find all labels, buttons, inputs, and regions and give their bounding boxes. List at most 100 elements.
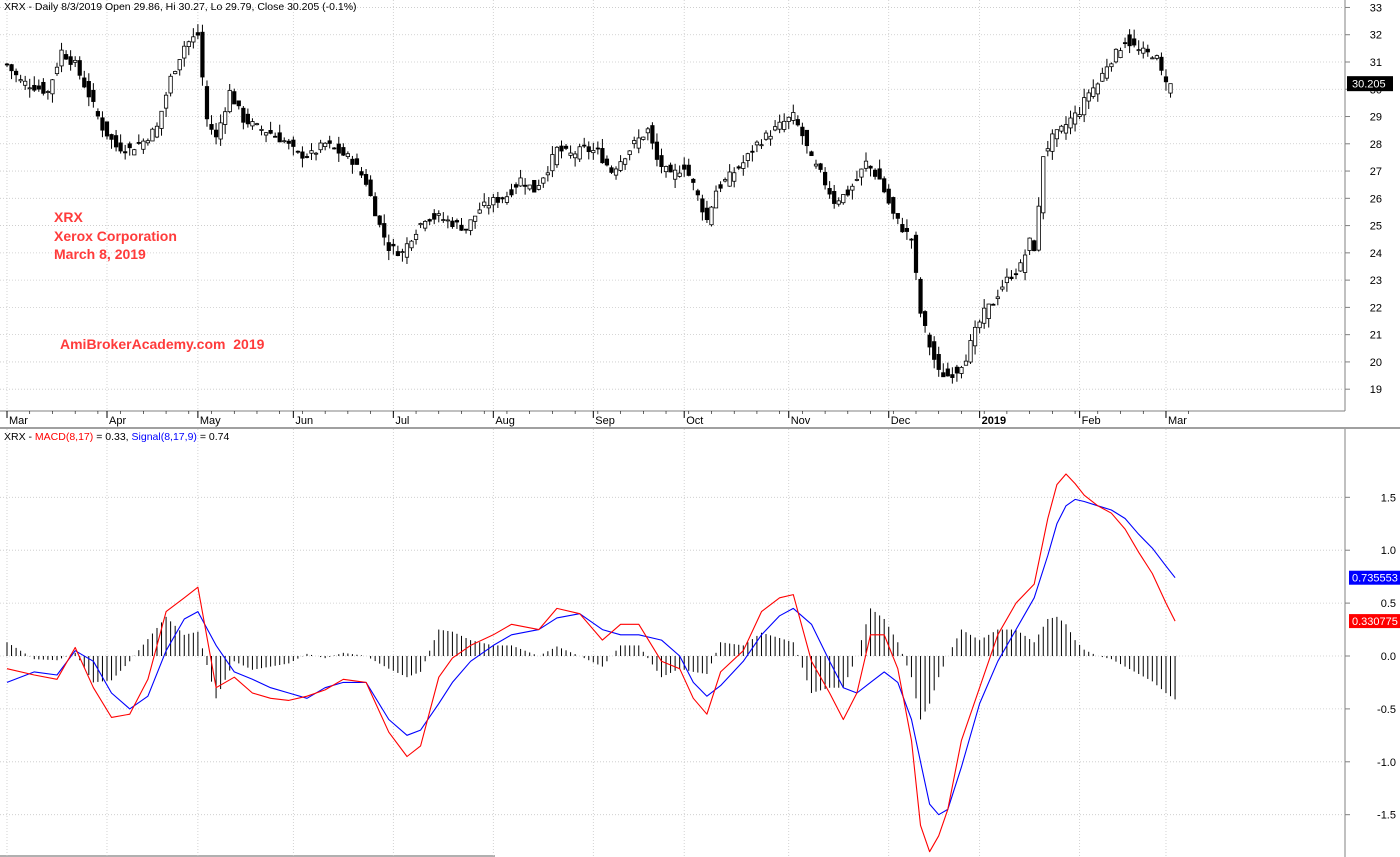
candle-down <box>350 158 355 165</box>
candle-down <box>954 366 960 374</box>
price-y-axis: 192021222324252627282930313233 <box>1345 2 1382 396</box>
candle-up <box>773 126 778 131</box>
candle-up <box>404 243 410 258</box>
macd-y-tick-label: 1.5 <box>1381 492 1396 504</box>
candle-down <box>100 117 105 131</box>
candle-down <box>654 141 660 160</box>
price-y-tick-label: 27 <box>1370 166 1382 178</box>
candle-down <box>991 303 996 306</box>
candle-up <box>409 240 414 249</box>
candle-up <box>1086 92 1091 102</box>
candle-up <box>45 91 51 93</box>
candle-up <box>1072 112 1078 125</box>
candle-up <box>727 171 732 187</box>
macd-title-label: MACD(8,17) <box>35 431 93 443</box>
candle-up <box>1168 83 1173 94</box>
candle-up <box>436 213 441 216</box>
candle-down <box>136 142 141 144</box>
macd-title: XRX - MACD(8,17) = 0.33, Signal(8,17,9) … <box>4 431 229 443</box>
candle-down <box>1032 240 1037 252</box>
candle-down <box>1013 273 1019 276</box>
signal-title-value: = 0.74 <box>197 431 230 443</box>
candle-down <box>877 168 882 180</box>
candle-up <box>1082 97 1087 116</box>
candle-down <box>509 189 514 196</box>
macd-line <box>6 473 1176 853</box>
macd-y-tick-label: -0.5 <box>1377 704 1396 716</box>
candle-up <box>441 219 446 221</box>
candle-down <box>109 134 114 140</box>
x-tick-label: Aug <box>495 415 515 427</box>
candle-down <box>377 215 382 225</box>
candle-up <box>745 153 750 161</box>
candle-down <box>582 144 587 147</box>
candle-up <box>486 205 491 209</box>
candle-down <box>232 91 237 105</box>
price-title: XRX - Daily 8/3/2019 Open 29.86, Hi 30.2… <box>4 1 357 13</box>
candle-down <box>77 60 82 76</box>
price-y-tick-label: 32 <box>1370 30 1382 42</box>
candle-up <box>1059 125 1064 132</box>
candle-down <box>368 179 373 197</box>
candle-down <box>395 251 400 257</box>
candle-down <box>932 341 937 360</box>
candle-down <box>432 213 437 220</box>
candle-down <box>1159 56 1164 71</box>
candlestick-series <box>4 24 1173 384</box>
candle-down <box>118 142 123 152</box>
candle-up <box>482 201 487 206</box>
candle-up <box>1027 237 1032 251</box>
candle-down <box>336 143 341 154</box>
x-tick-label: Dec <box>891 415 911 427</box>
candle-up <box>182 45 187 59</box>
candle-up <box>723 179 728 182</box>
macd-value-tag: 0.330775 <box>1349 614 1400 629</box>
candle-down <box>904 228 910 232</box>
price-grid <box>0 0 1345 411</box>
candle-up <box>613 168 619 176</box>
annotation-company: Xerox Corporation <box>54 228 177 244</box>
candle-up <box>641 136 646 140</box>
candle-up <box>977 321 982 329</box>
candle-down <box>450 220 455 228</box>
price-y-tick-label: 23 <box>1370 275 1382 287</box>
candle-down <box>918 278 923 314</box>
x-tick-label: Mar <box>9 415 28 427</box>
candle-up <box>1154 55 1159 59</box>
x-tick-label: Jul <box>395 415 409 427</box>
candle-down <box>845 189 850 196</box>
candle-down <box>341 147 346 156</box>
candle-up <box>741 162 746 169</box>
candle-down <box>922 311 928 326</box>
candle-up <box>168 75 173 94</box>
candle-up <box>141 140 146 150</box>
candle-down <box>913 234 919 273</box>
candle-down <box>804 129 810 147</box>
price-y-tick-label: 29 <box>1370 112 1382 124</box>
candle-up <box>995 296 1000 300</box>
price-y-tick-label: 19 <box>1370 384 1382 396</box>
macd-value-tag-bg <box>1349 614 1400 629</box>
candle-up <box>1091 87 1096 97</box>
candle-down <box>872 169 878 177</box>
price-y-tick-label: 24 <box>1370 248 1382 260</box>
candle-down <box>332 147 337 150</box>
candle-down <box>750 150 755 153</box>
candle-down <box>104 121 110 137</box>
candle-down <box>36 85 41 90</box>
candle-down <box>304 156 310 158</box>
candle-up <box>645 128 650 134</box>
candle-down <box>295 150 300 153</box>
candle-up <box>263 132 269 136</box>
candle-down <box>704 207 710 221</box>
candle-up <box>1018 262 1023 272</box>
candle-down <box>300 151 305 159</box>
candle-down <box>691 178 696 183</box>
candle-down <box>495 197 500 203</box>
candle-down <box>800 126 805 137</box>
candle-down <box>891 197 896 214</box>
candle-down <box>650 125 655 144</box>
candle-up <box>400 251 405 254</box>
x-axis: Mar Apr May Jun Jul Aug Sep Oct Nov Dec 2019 Feb Mar <box>6 411 1189 427</box>
